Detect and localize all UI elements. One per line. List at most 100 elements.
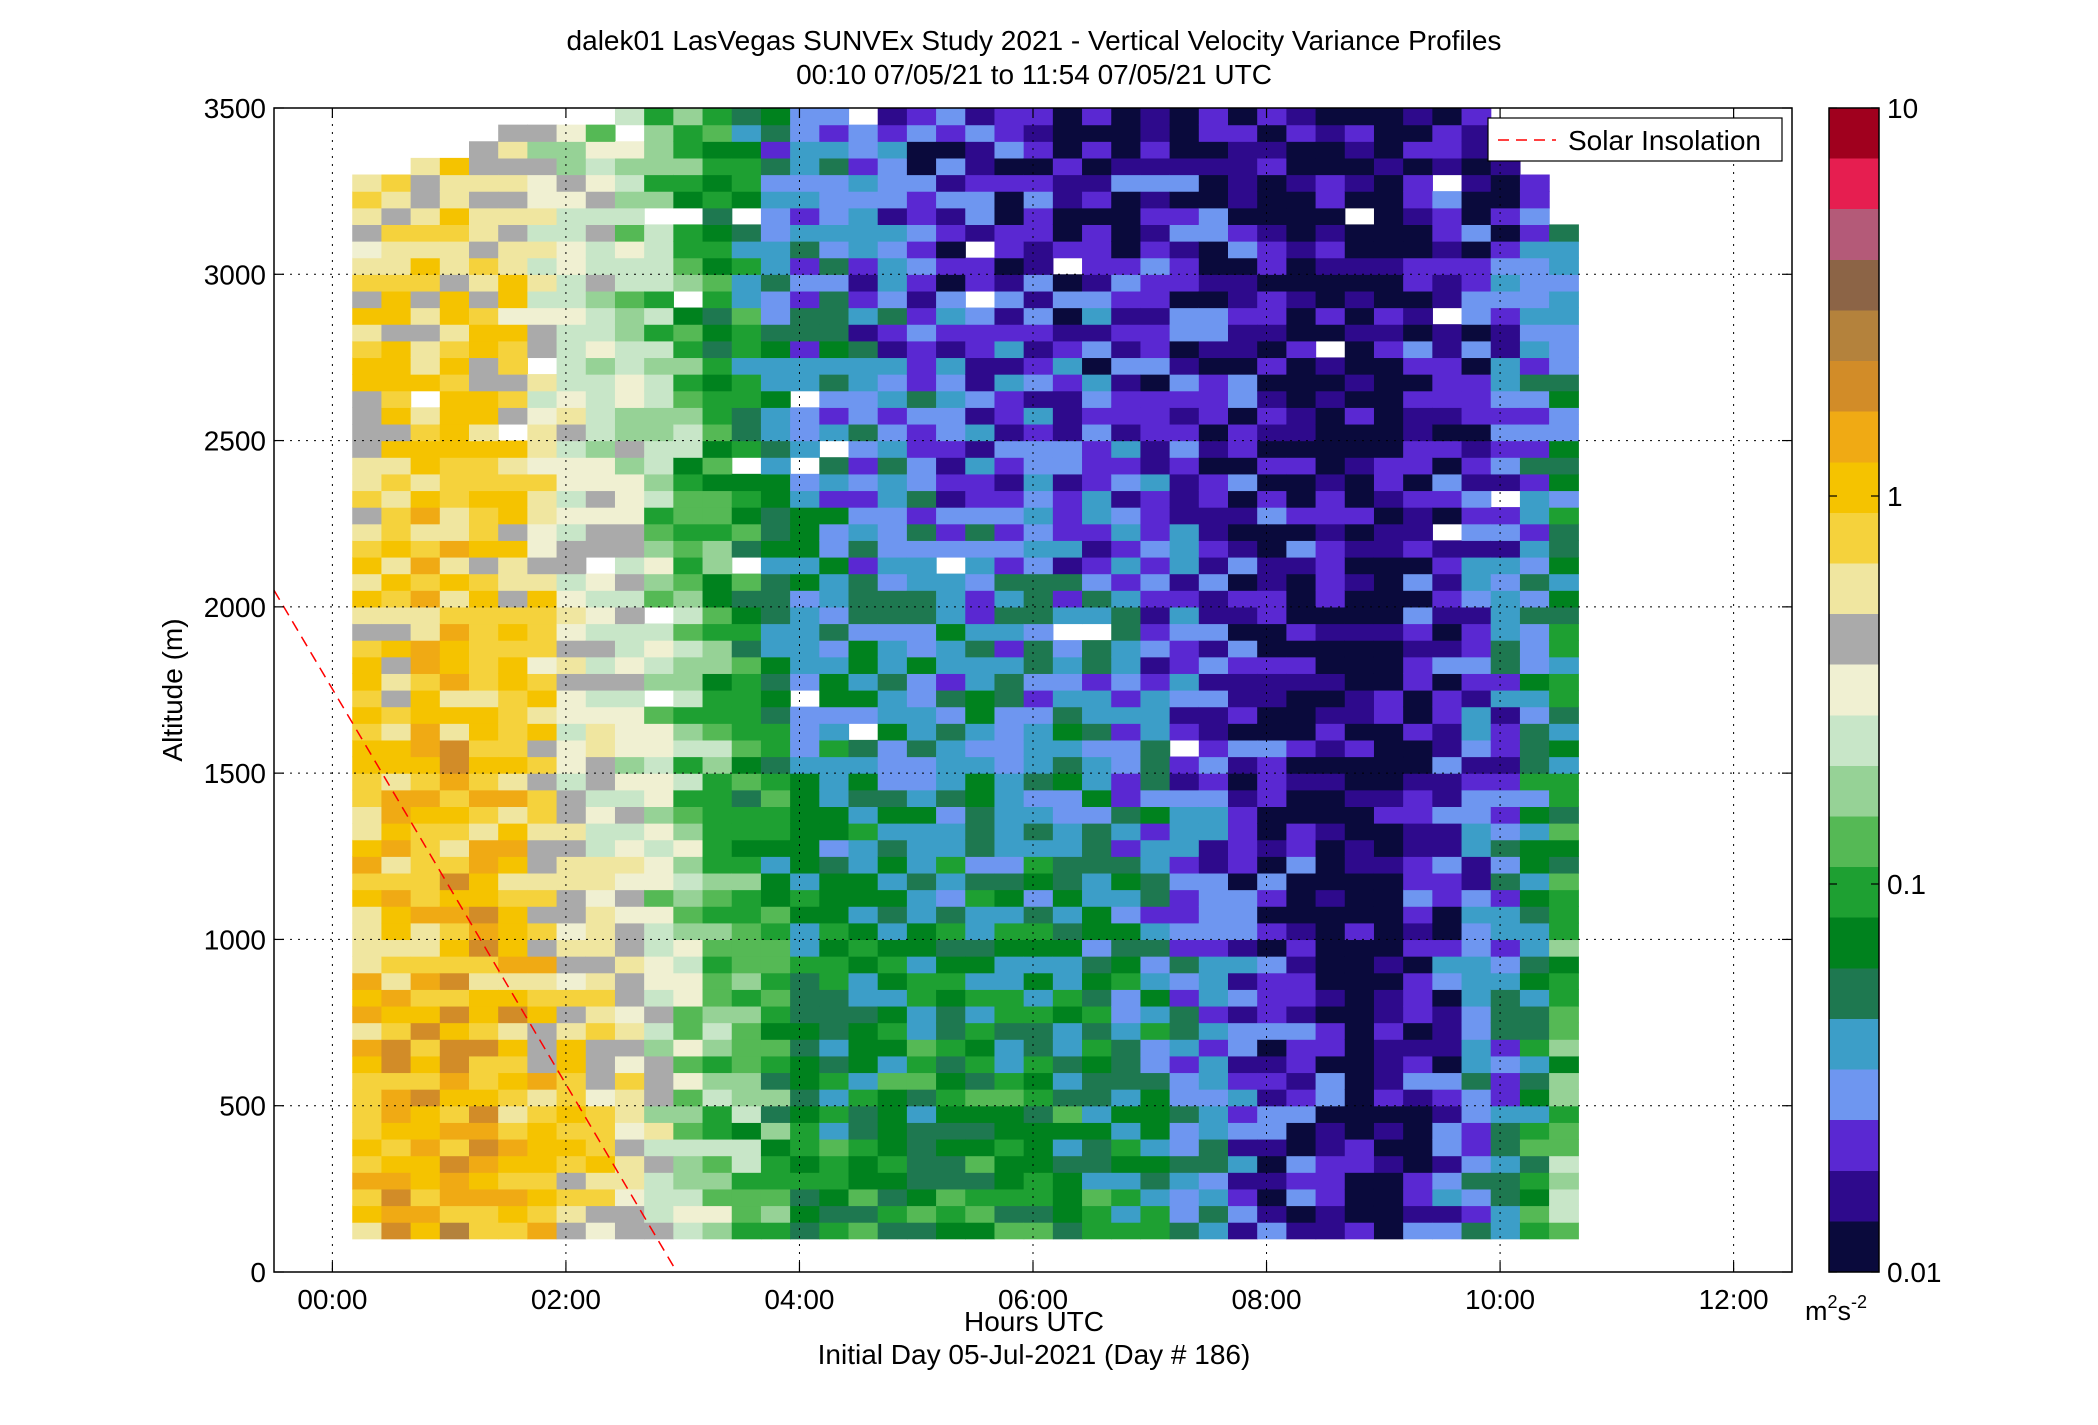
heatmap-cell: [731, 922, 762, 941]
heatmap-cell: [1315, 939, 1346, 957]
heatmap-cell: [790, 590, 820, 608]
heatmap-cell: [1257, 1205, 1287, 1223]
heatmap-cell: [731, 241, 762, 259]
heatmap-cell: [702, 823, 733, 841]
heatmap-cell: [1169, 789, 1200, 807]
heatmap-cell: [1344, 490, 1375, 508]
heatmap-cell: [469, 690, 499, 708]
heatmap-cell: [819, 540, 850, 558]
heatmap-cell: [1490, 556, 1521, 575]
heatmap-cell: [381, 174, 412, 192]
heatmap-cell: [1315, 856, 1346, 874]
heatmap-cell: [614, 1188, 645, 1207]
heatmap-cell: [1023, 806, 1054, 824]
heatmap-cell: [614, 606, 645, 625]
heatmap-cell: [965, 789, 996, 807]
heatmap-cell: [644, 407, 674, 425]
heatmap-cell: [556, 490, 587, 508]
heatmap-cell: [1023, 922, 1054, 941]
heatmap-cell: [1228, 1138, 1258, 1157]
heatmap-cell: [906, 756, 937, 774]
heatmap-cell: [614, 972, 645, 990]
heatmap-cell: [1344, 1188, 1375, 1207]
heatmap-cell: [1257, 507, 1287, 525]
heatmap-cell: [994, 956, 1025, 974]
heatmap-cell: [381, 1089, 412, 1107]
heatmap-cell: [1315, 507, 1346, 525]
heatmap-cell: [1461, 174, 1492, 192]
heatmap-cell: [498, 690, 528, 708]
heatmap-cell: [936, 823, 966, 841]
heatmap-cell: [1169, 706, 1200, 724]
heatmap-cell: [790, 224, 820, 242]
heatmap-cell: [1403, 590, 1433, 608]
heatmap-cell: [1023, 906, 1054, 924]
heatmap-cell: [1286, 340, 1317, 359]
heatmap-cell: [1111, 906, 1142, 924]
heatmap-cell: [1461, 739, 1492, 758]
heatmap-cell: [936, 440, 966, 458]
heatmap-cell: [1373, 1105, 1404, 1123]
heatmap-cell: [1403, 640, 1433, 658]
heatmap-cell: [965, 1188, 996, 1207]
heatmap-cell: [965, 889, 996, 907]
heatmap-cell: [1198, 440, 1229, 458]
heatmap-cell: [556, 856, 587, 874]
heatmap-cell: [614, 623, 645, 641]
heatmap-cell: [1519, 573, 1550, 591]
heatmap-cell: [1198, 1138, 1229, 1157]
heatmap-cell: [1490, 922, 1521, 941]
heatmap-cell: [994, 1005, 1025, 1024]
heatmap-cell: [1082, 241, 1112, 259]
heatmap-cell: [1023, 789, 1054, 807]
heatmap-cell: [1519, 440, 1550, 458]
heatmap-cell: [1169, 1055, 1200, 1074]
heatmap-cell: [1140, 390, 1171, 408]
heatmap-cell: [1140, 839, 1171, 857]
heatmap-cell: [819, 806, 850, 824]
heatmap-cell: [1432, 989, 1463, 1007]
heatmap-cell: [1344, 972, 1375, 990]
heatmap-cell: [585, 241, 616, 259]
heatmap-cell: [352, 939, 383, 957]
heatmap-cell: [585, 590, 616, 608]
heatmap-cell: [1023, 773, 1054, 791]
heatmap-cell: [1198, 290, 1229, 309]
heatmap-cell: [760, 556, 791, 575]
heatmap-cell: [1519, 606, 1550, 625]
heatmap-cell: [1257, 357, 1287, 375]
heatmap-cell: [673, 839, 704, 857]
heatmap-cell: [965, 590, 996, 608]
heatmap-cell: [644, 656, 674, 674]
heatmap-cell: [469, 1138, 499, 1157]
heatmap-cell: [410, 1039, 441, 1057]
heatmap-cell: [439, 1205, 470, 1223]
heatmap-cell: [410, 540, 441, 558]
heatmap-cell: [527, 324, 558, 342]
heatmap-cell: [527, 1005, 558, 1024]
heatmap-cell: [1315, 108, 1346, 126]
heatmap-cell: [1315, 241, 1346, 259]
heatmap-cell: [906, 1022, 937, 1040]
heatmap-cell: [1549, 224, 1579, 242]
heatmap-cell: [381, 823, 412, 841]
heatmap-cell: [1344, 1155, 1375, 1173]
heatmap-cell: [556, 1205, 587, 1223]
heatmap-cell: [965, 706, 996, 724]
heatmap-cell: [1432, 623, 1463, 641]
heatmap-cell: [381, 274, 412, 292]
heatmap-cell: [731, 972, 762, 990]
heatmap-cell: [1082, 1222, 1112, 1240]
heatmap-cell: [1432, 690, 1463, 708]
heatmap-cell: [1344, 922, 1375, 941]
heatmap-cell: [965, 972, 996, 990]
heatmap-cell: [1549, 823, 1579, 841]
heatmap-cell: [410, 590, 441, 608]
heatmap-cell: [439, 523, 470, 541]
heatmap-cell: [1257, 274, 1287, 292]
heatmap-cell: [906, 773, 937, 791]
heatmap-cell: [1140, 906, 1171, 924]
heatmap-cell: [965, 1039, 996, 1057]
heatmap-cell: [352, 623, 383, 641]
heatmap-cell: [527, 1022, 558, 1040]
